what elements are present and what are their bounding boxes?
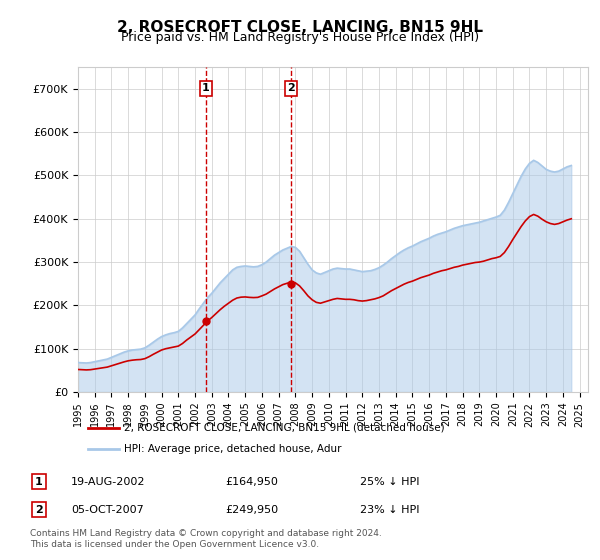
Text: 25% ↓ HPI: 25% ↓ HPI	[360, 477, 420, 487]
Text: 23% ↓ HPI: 23% ↓ HPI	[360, 505, 420, 515]
Text: Price paid vs. HM Land Registry's House Price Index (HPI): Price paid vs. HM Land Registry's House …	[121, 31, 479, 44]
Text: 2, ROSECROFT CLOSE, LANCING, BN15 9HL: 2, ROSECROFT CLOSE, LANCING, BN15 9HL	[117, 20, 483, 35]
Text: 1: 1	[202, 83, 209, 94]
Text: £164,950: £164,950	[226, 477, 278, 487]
Text: 1: 1	[35, 477, 43, 487]
Text: 19-AUG-2002: 19-AUG-2002	[71, 477, 145, 487]
Text: Contains HM Land Registry data © Crown copyright and database right 2024.
This d: Contains HM Land Registry data © Crown c…	[30, 529, 382, 549]
Text: HPI: Average price, detached house, Adur: HPI: Average price, detached house, Adur	[124, 444, 341, 454]
Text: 05-OCT-2007: 05-OCT-2007	[71, 505, 145, 515]
Text: 2: 2	[287, 83, 295, 94]
Text: 2: 2	[35, 505, 43, 515]
Text: £249,950: £249,950	[226, 505, 278, 515]
Text: 2, ROSECROFT CLOSE, LANCING, BN15 9HL (detached house): 2, ROSECROFT CLOSE, LANCING, BN15 9HL (d…	[124, 423, 445, 433]
